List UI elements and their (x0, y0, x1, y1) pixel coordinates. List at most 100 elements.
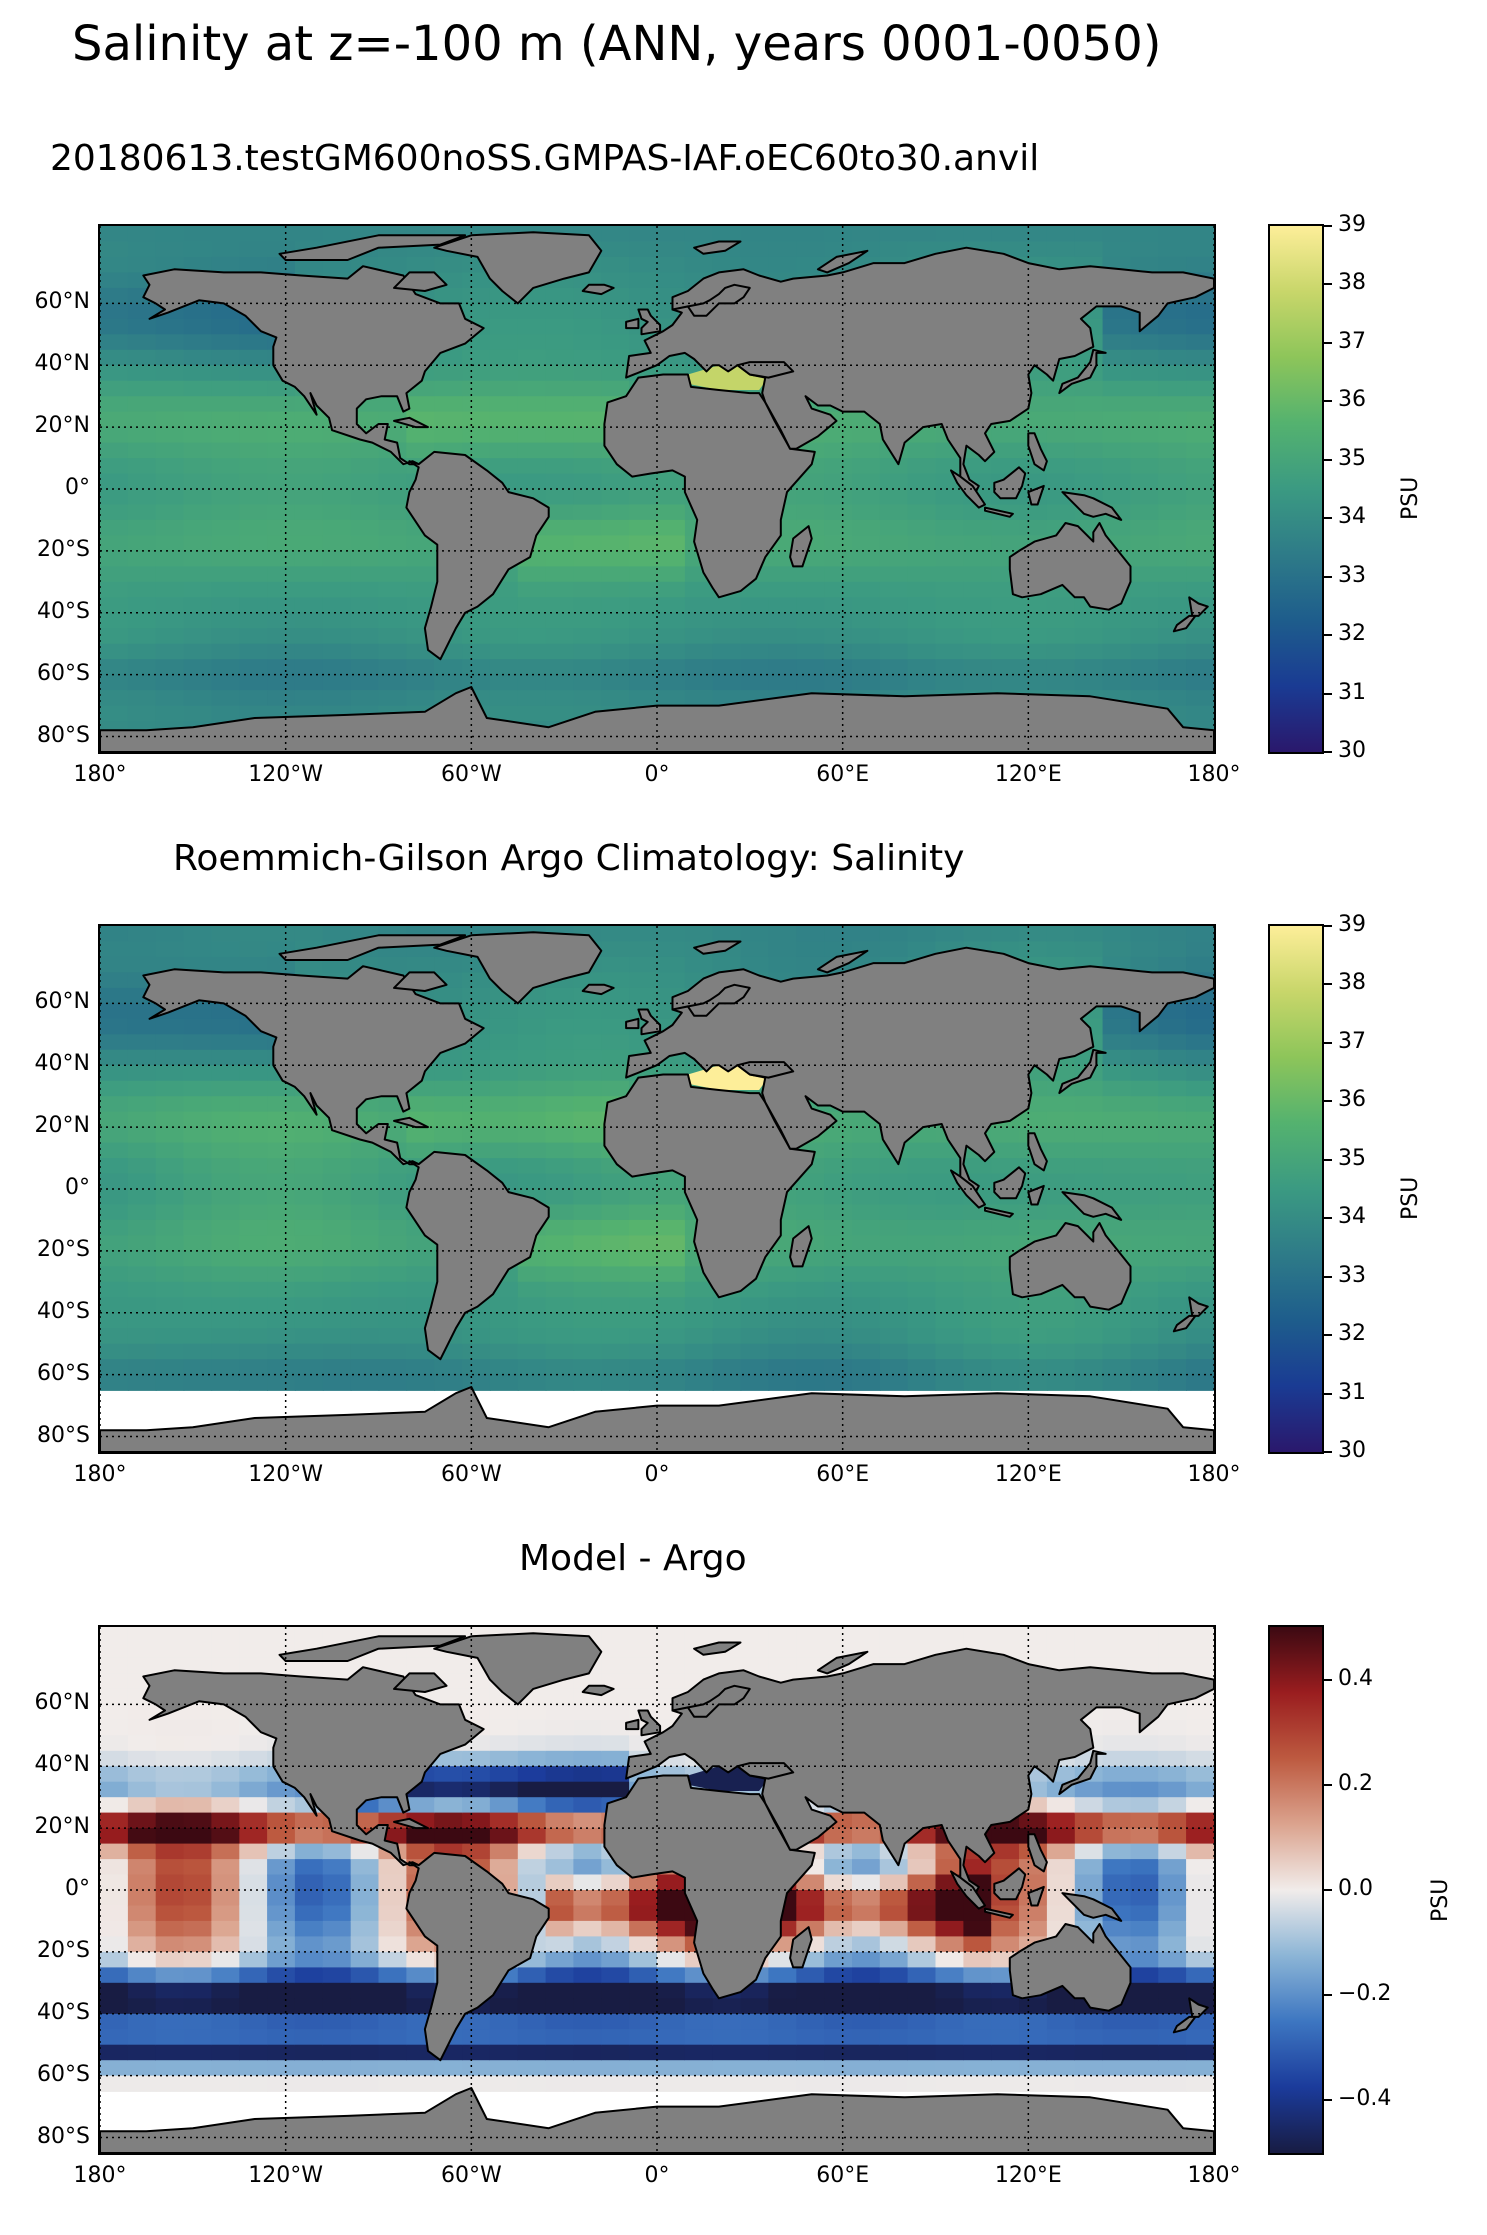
ocean-cell (517, 1080, 547, 1097)
ocean-cell (434, 1080, 463, 1097)
ocean-cell (155, 1735, 185, 1752)
ocean-cell (239, 396, 268, 413)
ocean-cell (127, 1642, 157, 1659)
ocean-cell (1102, 1828, 1132, 1845)
ocean-cell (517, 1266, 547, 1283)
ocean-cell (322, 489, 352, 506)
ocean-cell (127, 2029, 157, 2046)
ocean-cell (1046, 1297, 1076, 1314)
ocean-cell (712, 1328, 742, 1345)
ocean-cell (406, 442, 436, 459)
ocean-cell (462, 349, 491, 367)
ocean-cell (629, 643, 658, 660)
ocean-cell (629, 674, 658, 691)
ocean-cell (100, 1627, 129, 1644)
ocean-cell (601, 1328, 630, 1345)
ocean-cell (684, 2013, 714, 2031)
ocean-cell (211, 1936, 241, 1953)
ocean-cell (684, 1312, 714, 1330)
ocean-cell (322, 1328, 352, 1345)
ocean-cell (406, 535, 436, 552)
ocean-cell (573, 1859, 603, 1876)
ocean-cell (1158, 1096, 1187, 1113)
ocean-cell (545, 1250, 575, 1268)
ocean-cell (935, 566, 965, 583)
ocean-cell (322, 1219, 352, 1237)
ocean-cell (183, 690, 213, 707)
ocean-cell (657, 473, 686, 490)
ocean-cell (852, 550, 881, 568)
land-polygon (816, 1650, 869, 1675)
colorbar-tick-mark (1324, 2099, 1332, 2102)
ocean-cell (545, 1281, 575, 1299)
ocean-cell (378, 1936, 408, 1953)
lon-tick-label: 60°W (440, 1462, 502, 1487)
ocean-cell (294, 566, 324, 583)
ocean-cell (489, 1719, 519, 1737)
ocean-cell (100, 1828, 129, 1845)
ocean-cell (350, 1250, 380, 1268)
ocean-cell (322, 597, 352, 614)
colorbar-tick-mark (1324, 751, 1332, 753)
ocean-cell (1158, 1235, 1187, 1252)
ocean-cell (629, 972, 658, 989)
ocean-cell (712, 674, 742, 691)
ocean-cell (824, 1127, 853, 1144)
ocean-cell (183, 1096, 213, 1113)
ocean-cell (489, 334, 519, 351)
ocean-cell (907, 1642, 937, 1659)
ocean-cell (100, 1312, 129, 1330)
colorbar-tick-label: 37 (1338, 1028, 1366, 1054)
ocean-cell (796, 659, 825, 676)
ocean-cell (239, 926, 268, 943)
ocean-cell (239, 1812, 268, 1829)
lon-tick-label: 0° (644, 2163, 670, 2188)
ocean-cell (1130, 1967, 1160, 1984)
ocean-cell (712, 659, 742, 676)
ocean-cell (350, 1967, 380, 1984)
ocean-cell (127, 1735, 157, 1752)
ocean-cell (1186, 1142, 1214, 1159)
ocean-cell (100, 659, 129, 676)
ocean-cell (127, 256, 157, 274)
land-polygon (1172, 1314, 1197, 1333)
ocean-cell (183, 1003, 213, 1020)
ocean-cell (294, 1127, 324, 1144)
ocean-cell (629, 1204, 658, 1221)
ocean-cell (824, 226, 853, 243)
ocean-cell (935, 1998, 965, 2015)
ocean-cell (350, 659, 380, 676)
ocean-cell (824, 535, 853, 552)
ocean-cell (684, 226, 714, 243)
ocean-cell (155, 690, 185, 707)
ocean-cell (489, 1766, 519, 1783)
ocean-cell (294, 535, 324, 552)
ocean-cell (100, 1920, 129, 1938)
ocean-cell (183, 1998, 213, 2015)
lat-tick-label: 40°N (34, 1051, 90, 1077)
ocean-cell (1158, 926, 1187, 943)
ocean-cell (239, 1189, 268, 1206)
land-polygon (393, 416, 429, 429)
ocean-cell (1074, 1781, 1104, 1798)
ocean-cell (1130, 1874, 1160, 1891)
ocean-cell (127, 1343, 157, 1360)
ocean-cell (489, 442, 519, 459)
ocean-cell (1130, 1812, 1160, 1829)
ocean-cell (852, 1127, 881, 1144)
ocean-cell (824, 581, 853, 599)
ocean-cell (294, 519, 324, 537)
ocean-cell (294, 2044, 324, 2061)
ocean-cell (796, 226, 825, 243)
ocean-cell (100, 1359, 129, 1376)
ocean-cell (1130, 1951, 1160, 1969)
ocean-cell (294, 1920, 324, 1938)
ocean-cell (573, 1096, 603, 1113)
ocean-cell (740, 2060, 770, 2077)
ocean-cell (824, 504, 853, 521)
ocean-cell (879, 1297, 909, 1314)
ocean-cell (1019, 1905, 1048, 1922)
ocean-cell (127, 659, 157, 676)
ocean-cell (852, 581, 881, 599)
ocean-cell (852, 1204, 881, 1221)
